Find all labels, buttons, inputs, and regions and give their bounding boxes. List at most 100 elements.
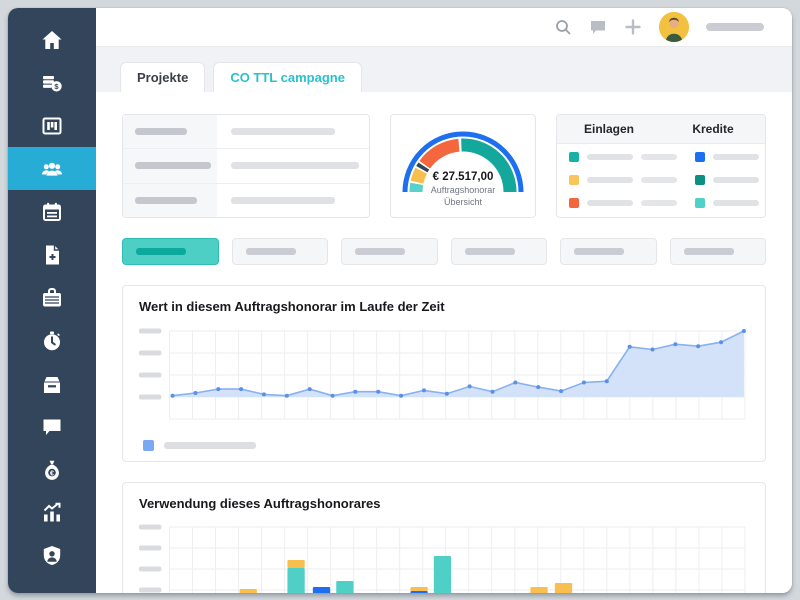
legend-panel: Einlagen Kredite <box>556 114 766 218</box>
sidebar-item-calendar[interactable] <box>8 190 96 233</box>
svg-text:€: € <box>50 470 54 477</box>
tab-co-ttl-campagne[interactable]: CO TTL campagne <box>213 62 362 92</box>
tab-co-ttl-campagne-label: CO TTL campagne <box>230 70 345 85</box>
tab-projekte-label: Projekte <box>137 70 189 85</box>
username-skeleton <box>706 23 764 31</box>
bar-chart <box>139 524 746 593</box>
sidebar-item-home[interactable] <box>8 18 96 61</box>
topbar <box>96 8 792 46</box>
legend-row <box>569 152 677 162</box>
filter-button-4[interactable] <box>450 238 547 265</box>
gauge-value: € 27.517,00 <box>432 171 494 183</box>
table-value-cell <box>217 149 369 182</box>
legend-row <box>569 198 677 208</box>
gauge-card: € 27.517,00 Auftragshonorar Übersicht <box>390 114 536 218</box>
value-skeleton <box>231 196 335 204</box>
add-icon[interactable] <box>624 18 642 36</box>
filter-label-skeleton <box>136 248 186 255</box>
legend-swatch <box>695 152 705 162</box>
legend-swatch <box>695 198 705 208</box>
legend-column <box>569 152 677 208</box>
value-skeleton <box>231 162 359 170</box>
label-skeleton <box>135 196 197 204</box>
legend-text-skeleton <box>713 177 759 183</box>
briefcase-icon <box>43 287 61 306</box>
gauge-chart <box>402 131 524 193</box>
legend-swatch <box>569 175 579 185</box>
filter-label-skeleton <box>574 248 624 255</box>
filter-button-5[interactable] <box>560 238 657 265</box>
table-label-cell <box>123 183 217 217</box>
bar-chart-card: Verwendung dieses Auftragshonorares <box>122 482 766 593</box>
sidebar-item-budget[interactable]: € <box>8 448 96 491</box>
sidebar-item-statistics[interactable] <box>8 491 96 534</box>
page-content: € 27.517,00 Auftragshonorar Übersicht Ein… <box>96 92 792 593</box>
messages-icon <box>43 419 61 435</box>
filter-button-3[interactable] <box>341 238 438 265</box>
line-series-label-skeleton <box>164 442 256 449</box>
app-window: $ € Projekte CO TTL campagne <box>8 8 792 593</box>
projects-board-icon <box>42 117 62 134</box>
legend-text-skeleton <box>713 200 759 206</box>
line-chart <box>139 328 746 420</box>
sidebar-item-account-security[interactable] <box>8 534 96 577</box>
table-row <box>123 149 369 184</box>
legend-text-skeleton <box>713 154 759 160</box>
finance-icon: $ <box>43 75 62 91</box>
summary-table-card <box>122 114 370 218</box>
filter-button-6[interactable] <box>669 238 766 265</box>
sidebar-item-finance[interactable]: $ <box>8 61 96 104</box>
budget-icon: € <box>45 460 59 480</box>
account-security-icon <box>43 545 61 565</box>
legend-row <box>695 152 765 162</box>
avatar[interactable] <box>659 12 689 42</box>
time-tracking-icon <box>44 331 60 350</box>
sidebar-item-time-tracking[interactable] <box>8 319 96 362</box>
table-value-cell <box>217 184 369 217</box>
tab-projekte[interactable]: Projekte <box>120 62 206 92</box>
filter-label-skeleton <box>464 248 515 255</box>
legend-column <box>695 152 765 208</box>
legend-header-einlagen: Einlagen <box>583 122 634 136</box>
table-row <box>123 115 369 150</box>
bar-chart-title: Verwendung dieses Auftragshonorares <box>139 496 381 511</box>
sidebar-item-new-document[interactable] <box>8 233 96 276</box>
filter-button-2[interactable] <box>231 238 328 265</box>
table-row <box>123 183 369 217</box>
legend-row <box>569 175 677 185</box>
filter-button-1[interactable] <box>122 238 219 265</box>
filter-label-skeleton <box>245 248 296 255</box>
line-chart-card: Wert in diesem Auftragshonorar im Laufe … <box>122 285 766 462</box>
legend-row <box>695 175 765 185</box>
legend-value-skeleton <box>641 177 677 183</box>
legend-text-skeleton <box>587 200 633 206</box>
label-skeleton <box>135 128 187 136</box>
archive-icon <box>44 376 60 393</box>
tab-bar: Projekte CO TTL campagne <box>96 46 792 92</box>
filter-label-skeleton <box>355 248 405 255</box>
chat-icon[interactable] <box>589 18 607 36</box>
svg-text:$: $ <box>54 82 59 91</box>
sidebar-item-briefcase[interactable] <box>8 276 96 319</box>
legend-swatch <box>695 175 705 185</box>
calendar-icon <box>43 202 61 221</box>
line-chart-legend <box>139 440 749 451</box>
line-series-swatch <box>143 440 154 451</box>
legend-text-skeleton <box>587 177 633 183</box>
legend-header-kredite: Kredite <box>692 122 734 136</box>
search-icon[interactable] <box>554 18 572 36</box>
sidebar-item-messages[interactable] <box>8 405 96 448</box>
legend-value-skeleton <box>641 154 677 160</box>
legend-row <box>695 198 765 208</box>
legend-text-skeleton <box>587 154 633 160</box>
value-skeleton <box>231 128 335 136</box>
filter-button-row <box>122 238 766 265</box>
legend-value-skeleton <box>641 200 677 206</box>
sidebar-item-projects-board[interactable] <box>8 104 96 147</box>
sidebar-item-team[interactable] <box>8 147 96 190</box>
sidebar-item-archive[interactable] <box>8 362 96 405</box>
line-chart-title: Wert in diesem Auftragshonorar im Laufe … <box>139 299 445 314</box>
label-skeleton <box>135 162 211 170</box>
new-document-icon <box>46 245 59 264</box>
sidebar: $ € <box>8 8 96 593</box>
